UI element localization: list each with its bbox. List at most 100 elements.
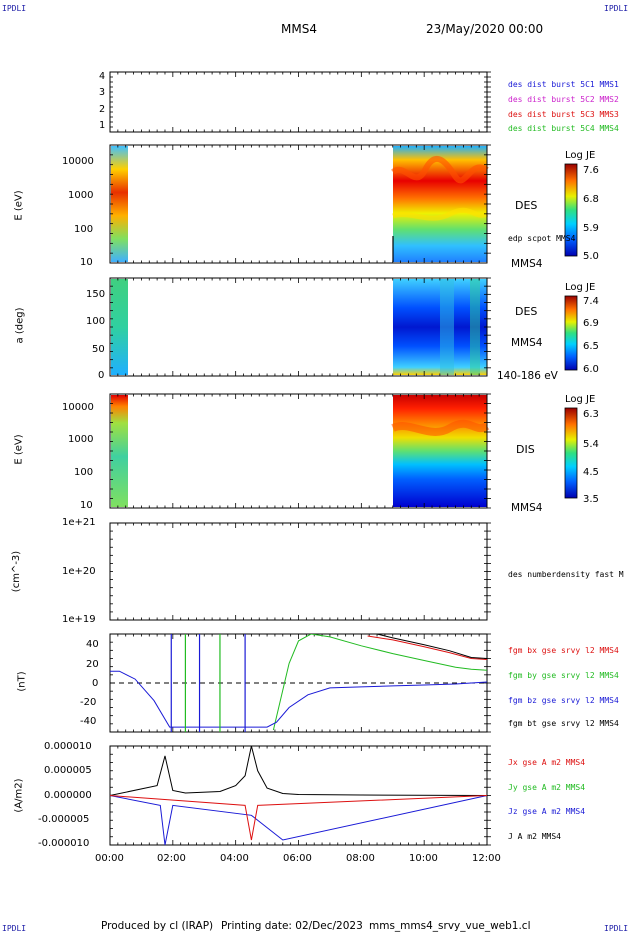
p2-ylabel: E (eV) [13,190,25,221]
spacecraft-title: MMS4 [281,22,317,36]
corner-mark-top-right: IPDLI [604,4,629,13]
p7-ytick: 0.000000 [44,790,92,801]
p5-ytick: 1e+19 [62,614,96,625]
p1-ytick: 3 [99,87,106,98]
p3-label-energy: 140-186 eV [497,370,558,382]
corner-mark-bottom-right: IPDLI [604,924,629,933]
p3-ylabel: a (deg) [14,307,26,344]
p7-ylabel: (A/m2) [13,778,25,813]
colorbar-des-energy [564,163,578,257]
p4-cbar-title: Log JE [565,394,596,405]
p3-ytick: 150 [86,289,106,300]
p2-ytick: 10 [80,257,93,268]
p3-ytick: 50 [92,344,105,355]
dis-energy-spectrogram [111,395,490,507]
p3-ytick: 100 [86,316,106,327]
p3-ytick: 0 [98,370,105,381]
p5-ytick: 1e+21 [62,517,96,528]
p6-legend-item: fgm bt gse srvy l2 MMS4 [508,719,619,728]
p2-ytick: 100 [74,224,94,235]
p4-cbar-tick: 4.5 [583,467,599,478]
p2-ytick: 10000 [62,156,94,167]
p1-ytick: 4 [99,71,106,82]
p4-label-mms4: MMS4 [511,502,543,514]
p4-cbar-tick: 6.3 [583,409,599,420]
p1-ytick: 1 [99,120,106,131]
p4-ylabel: E (eV) [13,434,25,465]
p3-cbar-tick: 7.4 [583,296,599,307]
p6-ytick: -20 [80,697,97,708]
p6-ytick: -40 [80,716,97,727]
time-tick-label: 10:00 [409,853,438,864]
corner-mark-bottom-left: IPDLI [2,924,27,933]
series-line-1 [272,634,487,731]
p3-label-mms4: MMS4 [511,337,543,349]
p2-ytick: 1000 [68,190,94,201]
p1-legend-item: des dist burst 5C3 MMS3 [508,110,619,119]
p5-ylabel: (cm^-3) [11,550,23,593]
p7-legend-item: J A m2 MMS4 [508,832,561,841]
corner-mark-top-left: IPDLI [2,4,27,13]
p2-label-mms4: MMS4 [511,258,543,270]
time-tick-label: 12:00 [472,853,501,864]
p4-ytick: 10000 [62,402,94,413]
p2-label-des: DES [515,199,538,212]
time-tick-label: 04:00 [220,853,249,864]
p3-label-des: DES [515,305,538,318]
footer-produced-by: Produced by cl (IRAP) [101,920,214,932]
series-line-0 [109,745,488,796]
p6-ylabel: (nT) [16,671,28,692]
p7-ytick: -0.000005 [38,814,90,825]
magnetic-field-series [110,634,487,732]
des-pitch-angle-spectrogram [111,279,487,375]
p7-legend-item: Jz gse A m2 MMS4 [508,807,586,816]
date-title: 23/May/2020 00:00 [426,22,544,36]
time-tick-label: 00:00 [95,853,124,864]
panel-frame-1 [109,71,488,133]
p7-legend-item: Jx gse A m2 MMS4 [508,758,586,767]
footer-filename: mms_mms4_srvy_vue_web1.cl [369,920,531,932]
p1-legend-item: des dist burst 5C2 MMS2 [508,95,619,104]
series-line-2 [109,795,488,841]
p7-ytick: 0.000010 [44,741,92,752]
p6-legend-item: fgm bx gse srvy l2 MMS4 [508,646,619,655]
panel-frame-5 [109,522,488,621]
p2-cbar-tick: 7.6 [583,165,599,176]
p3-cbar-title: Log JE [565,282,596,293]
p2-cbar-title: Log JE [565,150,596,161]
frame-tick-marks [109,71,491,846]
p4-ytick: 100 [74,467,94,478]
p2-cbar-tick: 5.0 [583,251,599,262]
series-line-0 [367,635,487,660]
p7-ytick: 0.000005 [44,765,92,776]
footer-printing-date: Printing date: 02/Dec/2023 [221,920,363,932]
p6-ytick: 0 [92,678,99,689]
p1-ytick: 2 [99,104,106,115]
p7-legend-item: Jy gse A m2 MMS4 [508,783,586,792]
p7-ytick: -0.000010 [38,838,90,849]
p6-legend-item: fgm bz gse srvy l2 MMS4 [508,696,619,705]
p4-ytick: 10 [80,500,93,511]
p3-cbar-tick: 6.5 [583,341,599,352]
p2-cbar-tick: 5.9 [583,223,599,234]
colorbar-des-pitch [564,295,578,371]
p6-legend-item: fgm by gse srvy l2 MMS4 [508,671,619,680]
p3-cbar-tick: 6.9 [583,318,599,329]
p2-cbar-tick: 6.8 [583,194,599,205]
series-line-2 [110,670,487,728]
p4-ytick: 1000 [68,434,94,445]
des-energy-spectrogram [111,146,489,262]
colorbar-dis-energy [564,407,578,499]
time-tick-label: 08:00 [346,853,375,864]
time-tick-label: 02:00 [157,853,186,864]
p5-legend: des numberdensity fast M [508,570,624,579]
p3-cbar-tick: 6.0 [583,364,599,375]
p1-legend-item: des dist burst 5C4 MMS4 [508,124,619,133]
p6-ytick: 20 [86,659,99,670]
series-line-3 [376,634,487,659]
p6-ytick: 40 [86,639,99,650]
current-density-series [109,745,488,846]
series-line-1 [109,795,488,846]
p4-cbar-tick: 5.4 [583,439,599,450]
